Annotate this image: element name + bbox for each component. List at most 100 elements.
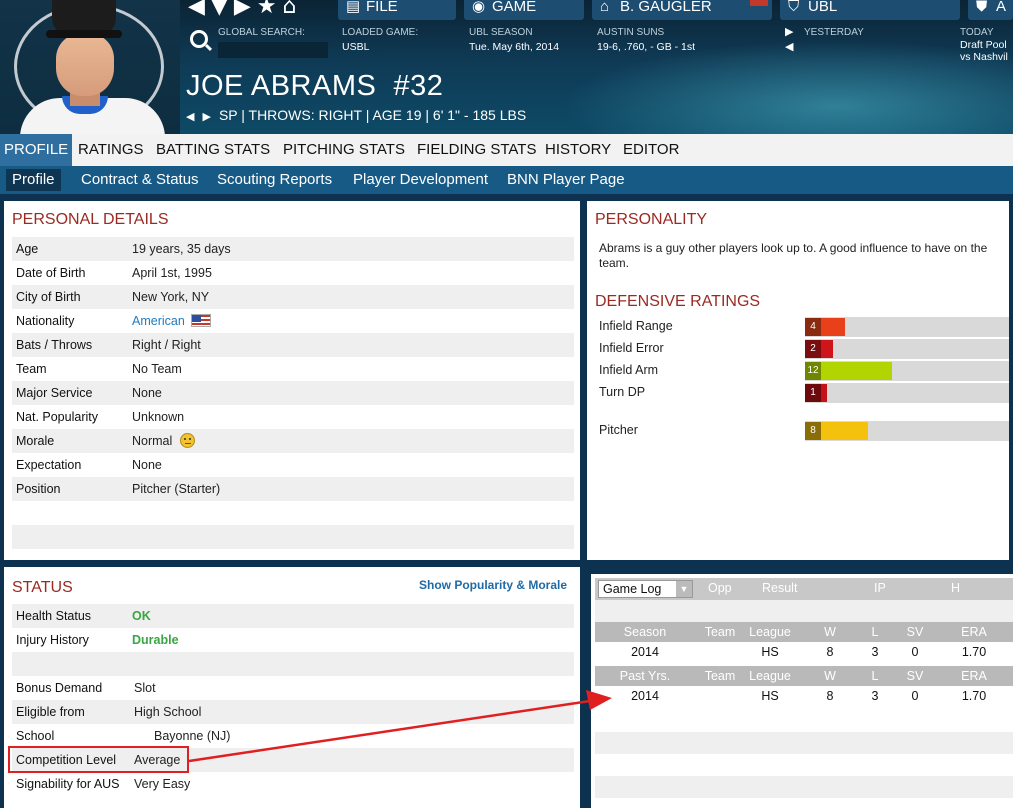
main-tabs: PROFILE RATINGS BATTING STATS PITCHING S… (0, 134, 1013, 166)
rating-row-infield-arm: Infield Arm 12 (595, 361, 1009, 381)
home-icon[interactable]: ⌂ (282, 0, 303, 19)
rating-bar-fill (821, 422, 868, 440)
rating-bar-fill (821, 318, 845, 336)
rating-value: 4 (805, 318, 821, 336)
header-glow (560, 40, 1013, 134)
col-league[interactable]: League (749, 625, 791, 639)
global-search-label: GLOBAL SEARCH: (218, 27, 305, 38)
prev-player-icon[interactable]: ◀ (186, 111, 195, 123)
detail-row-age: Age 19 years, 35 days (12, 237, 574, 261)
status-panel: STATUS Show Popularity & Morale Health S… (4, 567, 580, 808)
game-log-header: Game Log ▼ Opp Result IP H (595, 578, 1013, 600)
defensive-ratings-title: DEFENSIVE RATINGS (595, 293, 761, 310)
tab-editor[interactable]: EDITOR (623, 141, 680, 158)
loaded-game-value: USBL (342, 41, 370, 53)
show-popularity-morale-link[interactable]: Show Popularity & Morale (419, 578, 568, 592)
back-arrow-icon[interactable]: ◀ (188, 0, 211, 19)
col-opp[interactable]: Opp (708, 581, 732, 595)
rating-value: 12 (805, 362, 821, 380)
col-team[interactable]: Team (704, 625, 736, 639)
blank-row (595, 776, 1013, 798)
notification-badge (750, 0, 768, 6)
rating-value: 2 (805, 340, 821, 358)
status-row-bonus: Bonus Demand Slot (16, 681, 156, 695)
detail-row-empty (12, 525, 574, 549)
dropdown-arrow-icon[interactable]: ▼ (210, 0, 234, 19)
subtab-contract-status[interactable]: Contract & Status (81, 171, 199, 188)
rating-row-turn-dp: Turn DP 1 (595, 383, 1009, 403)
rating-row-infield-range: Infield Range 4 (595, 317, 1009, 337)
chevron-down-icon: ▼ (676, 581, 692, 597)
avatar-face (56, 34, 114, 96)
tab-batting-stats[interactable]: BATTING STATS (156, 141, 271, 158)
yesterday-forward-icon[interactable]: ▶ (785, 26, 794, 38)
col-result[interactable]: Result (762, 581, 798, 595)
subtab-bnn-player-page[interactable]: BNN Player Page (507, 171, 625, 188)
game-menu[interactable]: ◉ GAME (464, 0, 584, 20)
detail-row-bats-throws: Bats / Throws Right / Right (12, 333, 574, 357)
season-stats-row: 2014 HS 8 3 0 1.70 (631, 645, 987, 659)
rating-bar-fill (821, 340, 833, 358)
league-menu[interactable]: ⛉ UBL (780, 0, 960, 20)
star-icon[interactable]: ★ (256, 0, 283, 19)
player-name: JOE ABRAMS (186, 70, 377, 102)
detail-row-expectation: Expectation None (16, 458, 162, 472)
team-logo-icon: ⛊ (976, 0, 988, 15)
today-label: TODAY (960, 27, 994, 38)
rating-bar-fill (821, 362, 892, 380)
today-opponent: vs Nashvil (960, 51, 1008, 63)
personality-text: Abrams is a guy other players look up to… (599, 241, 988, 270)
player-name-title: JOE ABRAMS #32 (186, 70, 443, 103)
rating-row-infield-error: Infield Error 2 (595, 339, 1009, 359)
subtab-scouting-reports[interactable]: Scouting Reports (217, 171, 333, 188)
col-sv[interactable]: SV (906, 625, 924, 639)
game-log-panel: Game Log ▼ Opp Result IP H Season Team L… (591, 574, 1013, 808)
col-l[interactable]: L (871, 625, 879, 639)
tab-pitching-stats[interactable]: PITCHING STATS (283, 141, 405, 158)
status-row-signability: Signability for AUS Very Easy (16, 777, 191, 791)
team-name-label: AUSTIN SUNS (597, 27, 665, 38)
yesterday-back-icon[interactable]: ◀ (785, 41, 794, 53)
tab-fielding-stats[interactable]: FIELDING STATS (417, 141, 537, 158)
rating-bar-track: 12 (805, 361, 1009, 381)
annotation-arrow-line (188, 699, 591, 763)
player-number: #32 (393, 70, 444, 102)
col-era[interactable]: ERA (961, 625, 987, 639)
game-log-select[interactable]: Game Log ▼ (598, 580, 693, 598)
subtab-player-development[interactable]: Player Development (353, 171, 489, 188)
search-icon[interactable] (190, 30, 208, 48)
tab-profile[interactable]: PROFILE (0, 134, 73, 166)
detail-row-team: Team No Team (16, 362, 182, 376)
rating-value: 8 (805, 422, 821, 440)
past-years-header: Past Yrs. Team League W L SV ERA (595, 666, 1013, 686)
col-w[interactable]: W (824, 625, 836, 639)
detail-row-position: Position Pitcher (Starter) (12, 477, 574, 501)
next-player-icon[interactable]: ▶ (202, 111, 211, 123)
top-header: ◀▼▶★⌂ ▤ FILE ◉ GAME ⌂ B. GAUGLER ⛉ UBL ⛊ A GL… (0, 0, 1013, 134)
tab-history[interactable]: HISTORY (545, 141, 612, 158)
col-past-years[interactable]: Past Yrs. (619, 669, 671, 683)
yesterday-label: YESTERDAY (804, 27, 864, 38)
subtab-profile[interactable]: Profile (6, 169, 61, 191)
annotation-arrow-head (586, 690, 612, 710)
tab-ratings[interactable]: RATINGS (78, 141, 144, 158)
season-label: UBL SEASON (469, 27, 533, 38)
col-ip[interactable]: IP (874, 581, 886, 595)
nationality-link[interactable]: American (132, 314, 185, 328)
detail-row-morale: Morale Normal (12, 429, 574, 453)
status-row-health: Health Status OK (12, 604, 574, 628)
col-h[interactable]: H (951, 581, 961, 595)
forward-arrow-icon[interactable]: ▶ (233, 0, 257, 19)
col-season[interactable]: Season (623, 625, 667, 639)
personality-title: PERSONALITY (595, 211, 708, 228)
avatar-cap-brim (46, 30, 122, 38)
blank-row (595, 600, 1013, 622)
manager-menu[interactable]: ⌂ B. GAUGLER (592, 0, 772, 20)
global-search-input[interactable] (218, 42, 328, 58)
file-menu[interactable]: ▤ FILE (338, 0, 456, 20)
team-menu[interactable]: ⛊ A (968, 0, 1013, 20)
status-row-injury: Injury History Durable (12, 628, 574, 652)
season-date: Tue. May 6th, 2014 (469, 41, 560, 53)
neutral-face-icon (180, 433, 196, 448)
